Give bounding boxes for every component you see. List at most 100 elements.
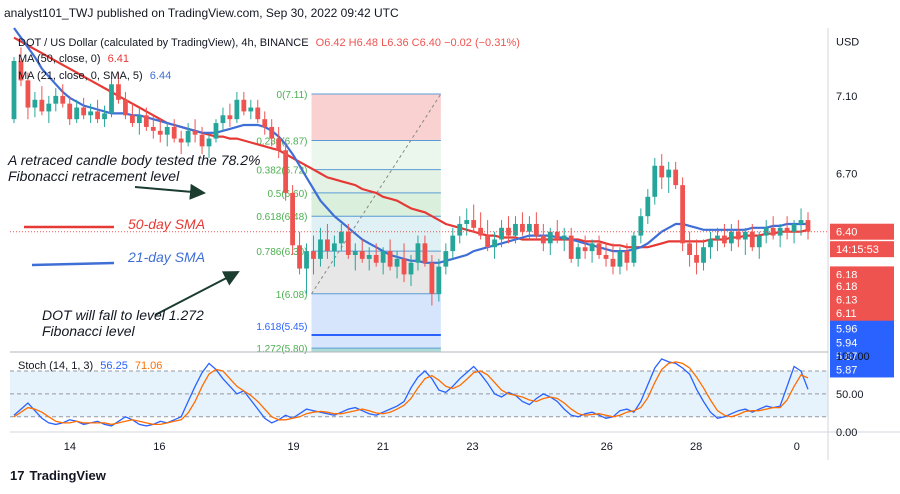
candle-body (206, 138, 212, 147)
candle-body (394, 258, 400, 267)
candle-body (561, 235, 567, 240)
symbol-name[interactable]: DOT / US Dollar (calculated by TradingVi… (18, 37, 309, 49)
candle-body (192, 130, 198, 135)
ma21-value: 6.44 (149, 70, 172, 82)
price-axes: 7.106.70USD6.4014:15:536.186.186.136.115… (10, 28, 900, 460)
annotation-arrows (24, 183, 240, 316)
price-tag (830, 223, 894, 240)
time-tick-label: 0 (794, 441, 800, 453)
candle-body (11, 60, 17, 120)
candle-body (687, 243, 692, 255)
ma50-legend[interactable]: MA (50, close, 0) 6.41 (18, 53, 129, 65)
stoch-k-line (13, 358, 809, 427)
candle-body (499, 227, 504, 240)
price-tag (830, 361, 894, 378)
stoch-legend[interactable]: Stoch (14, 1, 3) 56.25 71.06 (18, 360, 162, 372)
fib-zone (311, 169, 441, 193)
candle-body (436, 266, 442, 294)
candle-body (527, 223, 532, 232)
time-tick-label: 23 (466, 441, 478, 453)
candle-body (735, 231, 741, 240)
candle-body (666, 169, 672, 178)
candle-body (359, 251, 365, 259)
candle-body (645, 196, 651, 217)
candle-body (81, 107, 87, 116)
candle-body (213, 123, 219, 139)
candle-body (582, 247, 588, 252)
candle-body (283, 150, 289, 193)
candle-body (520, 223, 525, 232)
symbol-legend: DOT / US Dollar (calculated by TradingVi… (18, 37, 520, 49)
candle-body (624, 251, 630, 263)
time-tick-label: 19 (287, 441, 299, 453)
price-tag (830, 305, 894, 322)
time-tick-label: 14 (64, 441, 76, 453)
fib-level-label: 1.272(5.80) (256, 344, 307, 355)
price-tag (830, 278, 894, 295)
fall-note-line2: Fibonacci level (42, 323, 135, 339)
price-tag (830, 347, 894, 364)
price-tag-label: 14:15:53 (836, 244, 879, 256)
candle-body (554, 231, 560, 240)
sma50-note: 50-day SMA (128, 216, 206, 232)
candle-body (18, 60, 24, 81)
candle-body (701, 247, 706, 263)
stoch-label: Stoch (14, 1, 3) (18, 360, 94, 372)
candle-body (53, 95, 59, 104)
candle-body (478, 227, 484, 236)
fib-level-label: 1(6.08) (276, 290, 308, 301)
candle-body (784, 227, 790, 232)
candle-body (415, 243, 421, 263)
candle-body (429, 262, 435, 294)
candle-body (694, 254, 699, 263)
fib-level-label: 0.382(6.72) (256, 166, 307, 177)
published-line: analyst101_TWJ published on TradingView.… (4, 6, 399, 20)
candle-body (485, 235, 491, 248)
fib-level-label: 0.5(6.60) (267, 189, 307, 200)
fib-level-label: 0.786(6.30) (256, 247, 307, 258)
price-tag-label: 5.94 (836, 337, 857, 349)
price-tick-label: 7.10 (836, 91, 857, 103)
candle-body (471, 220, 477, 228)
candle-body (130, 115, 135, 124)
candle-body (25, 80, 31, 108)
candle-body (547, 231, 553, 244)
candle-body (596, 243, 602, 255)
candle-body (95, 111, 100, 120)
fib-level-label: 0.236(6.87) (256, 137, 307, 148)
candle-body (352, 251, 358, 255)
candle-body (673, 169, 679, 186)
candle-body (345, 231, 351, 255)
ma21-label: MA (21, close, 0, SMA, 5) (18, 70, 143, 82)
candle-body (749, 231, 755, 248)
candle-body (652, 165, 658, 197)
candle-body (366, 254, 372, 259)
ma21-legend[interactable]: MA (21, close, 0, SMA, 5) 6.44 (18, 70, 171, 82)
candle-body (67, 103, 73, 120)
candle-body (770, 227, 776, 236)
time-tick-label: 26 (601, 441, 613, 453)
brand-name: TradingView (29, 468, 106, 483)
candle-body (46, 103, 52, 112)
candle-body (513, 223, 518, 236)
candle-body (457, 223, 463, 236)
price-tag-label: 6.11 (836, 308, 857, 320)
candle-body (533, 223, 539, 236)
candle-body (722, 235, 727, 244)
tradingview-brand[interactable]: 17 TradingView (10, 468, 106, 483)
candle-body (603, 254, 609, 259)
candle-body (123, 99, 128, 116)
ma50-value: 6.41 (107, 53, 130, 65)
price-tag-label: 5.87 (836, 364, 857, 376)
candle-body (387, 251, 393, 267)
candle-body (708, 239, 713, 248)
candle-body (234, 99, 240, 120)
candle-body (74, 107, 80, 120)
stoch-tick-label: 0.00 (836, 427, 857, 439)
fall-arrow (154, 271, 240, 316)
candle-body (777, 227, 783, 236)
candle-body (589, 243, 595, 252)
price-tag (830, 291, 894, 308)
candle-body (638, 216, 644, 236)
